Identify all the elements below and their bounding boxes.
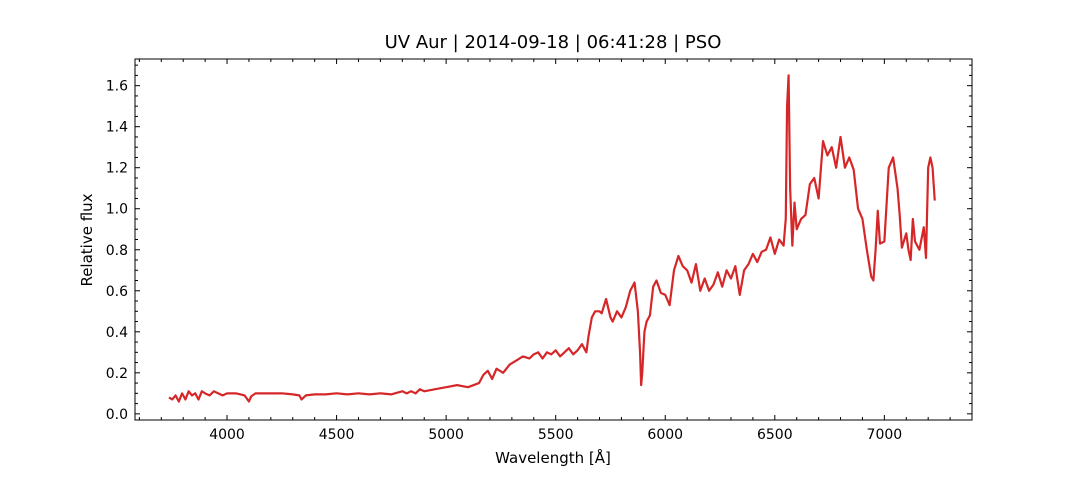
y-axis-label: Relative flux (78, 193, 96, 286)
y-tick-label: 0.6 (106, 284, 128, 300)
spectrum-line-0 (168, 74, 936, 403)
y-tick-label: 0.2 (106, 366, 128, 382)
y-tick-label: 0.8 (106, 243, 128, 259)
y-tick-label: 1.0 (106, 202, 128, 218)
x-tick-label: 6000 (647, 427, 683, 443)
y-tick-label: 0.4 (106, 325, 128, 341)
x-tick-label: 7000 (867, 427, 903, 443)
y-tick-label: 1.6 (106, 79, 128, 95)
plot-frame (134, 58, 973, 421)
x-tick-label: 4000 (209, 427, 245, 443)
x-tick-label: 5000 (428, 427, 464, 443)
y-tick-label: 1.2 (106, 161, 128, 177)
x-tick-label: 6500 (757, 427, 793, 443)
x-axis-label: Wavelength [Å] (495, 448, 611, 467)
y-tick-label: 0.0 (106, 407, 128, 423)
axis-ticks (135, 59, 973, 420)
x-tick-label: 5500 (538, 427, 574, 443)
chart-title: UV Aur | 2014-09-18 | 06:41:28 | PSO (385, 32, 722, 53)
axis-tick-labels: 4000 4500 5000 5500 6000 6500 7000 0.0 0.2 0.4 0.6… (106, 79, 902, 443)
x-tick-label: 4500 (319, 427, 355, 443)
series-group (168, 74, 936, 403)
y-tick-label: 1.4 (106, 120, 128, 136)
